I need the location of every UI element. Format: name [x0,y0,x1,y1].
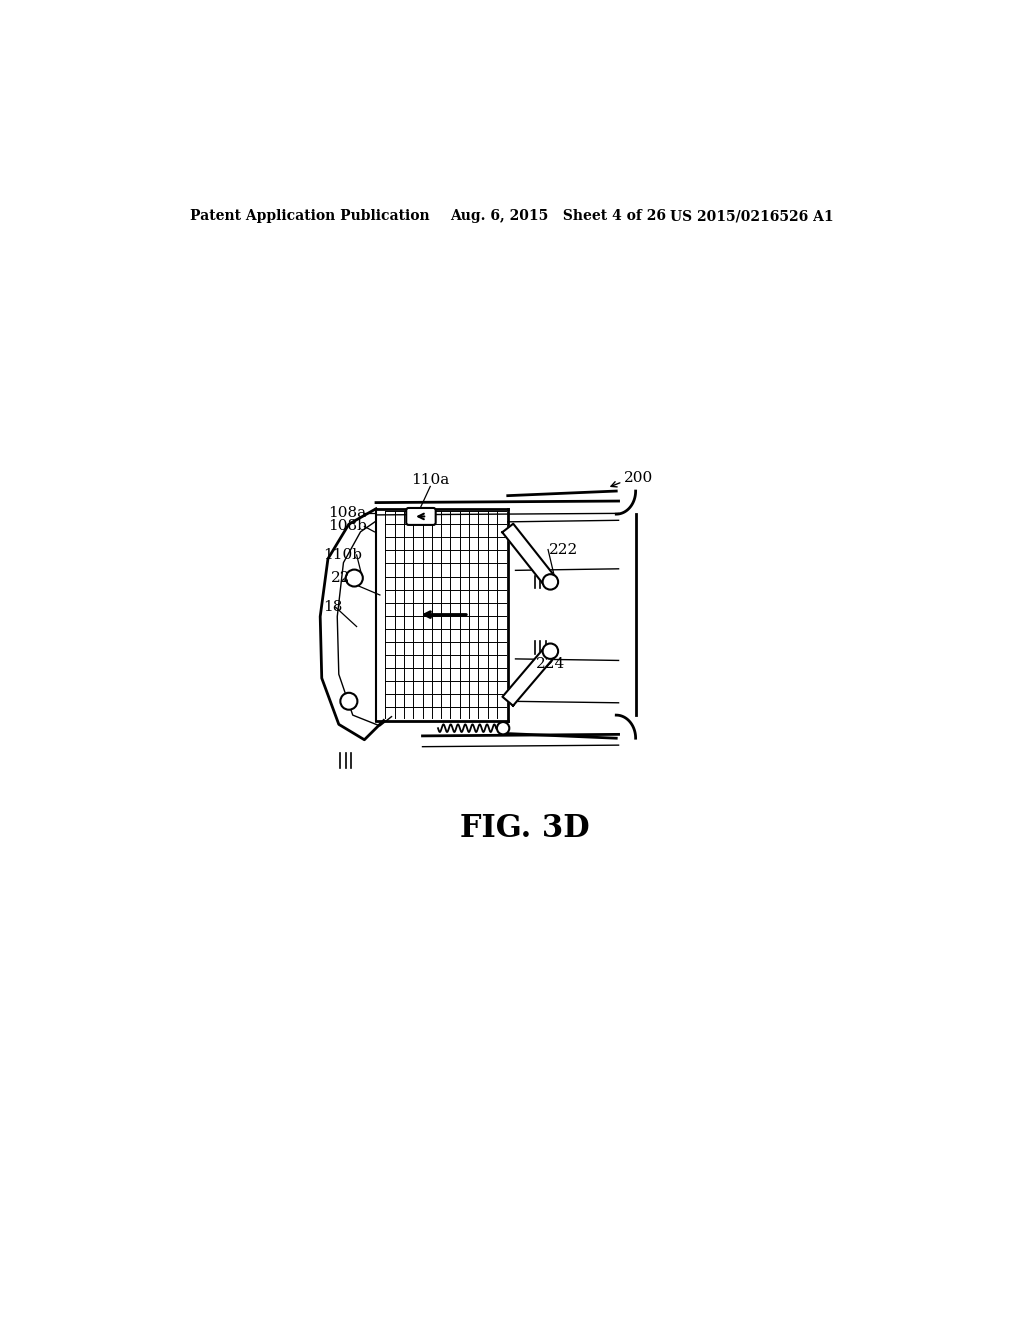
Text: 18: 18 [324,601,343,614]
Text: Patent Application Publication: Patent Application Publication [190,209,430,223]
Text: FIG. 3D: FIG. 3D [460,813,590,843]
Text: 200: 200 [624,471,653,484]
Circle shape [346,570,362,586]
Polygon shape [502,524,556,586]
FancyBboxPatch shape [407,508,435,525]
Circle shape [543,574,558,590]
Text: US 2015/0216526 A1: US 2015/0216526 A1 [671,209,835,223]
Circle shape [497,722,509,734]
Text: 110b: 110b [324,548,362,562]
Text: 222: 222 [549,543,579,557]
Circle shape [543,644,558,659]
Text: 110a: 110a [411,474,450,487]
Text: 224: 224 [537,657,565,672]
Text: 22: 22 [331,572,350,585]
Text: Aug. 6, 2015   Sheet 4 of 26: Aug. 6, 2015 Sheet 4 of 26 [450,209,666,223]
Circle shape [340,693,357,710]
Text: 108b: 108b [328,520,367,533]
Text: 108a: 108a [328,506,366,520]
Polygon shape [503,647,556,706]
